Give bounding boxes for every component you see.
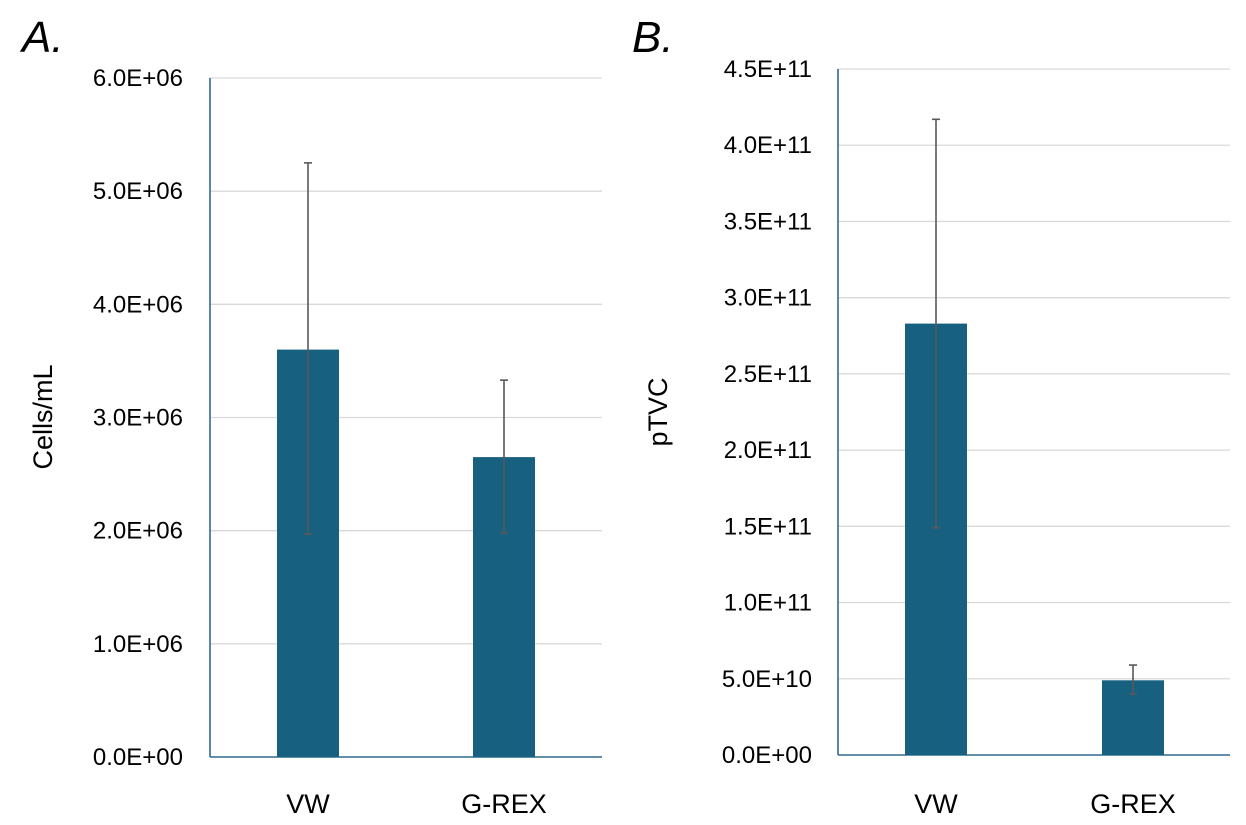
x-category-label: VW [914, 789, 958, 819]
y-tick-label: 1.0E+06 [93, 631, 183, 658]
y-tick-label: 5.0E+10 [722, 666, 812, 693]
y-tick-label: 1.0E+11 [724, 590, 812, 617]
panel-label: A. [19, 13, 64, 62]
y-tick-label: 4.0E+11 [724, 132, 812, 159]
y-tick-label: 2.0E+06 [93, 518, 183, 545]
panel-label: B. [632, 13, 674, 62]
y-tick-label: 5.0E+06 [93, 178, 183, 205]
y-axis-title: Cells/mL [28, 364, 58, 469]
y-tick-label: 3.5E+11 [724, 208, 812, 235]
y-tick-label: 0.0E+00 [722, 742, 812, 769]
y-tick-label: 1.5E+11 [724, 513, 812, 540]
y-tick-label: 3.0E+11 [724, 285, 812, 312]
y-tick-label: 4.5E+11 [724, 56, 812, 83]
y-tick-label: 4.0E+06 [93, 291, 183, 318]
x-category-label: G-REX [1090, 789, 1176, 819]
x-category-label: G-REX [461, 789, 547, 819]
y-tick-label: 2.0E+11 [724, 437, 812, 464]
x-category-label: VW [286, 789, 330, 819]
y-tick-label: 3.0E+06 [93, 405, 183, 432]
y-tick-label: 2.5E+11 [724, 361, 812, 388]
y-tick-label: 0.0E+00 [93, 744, 183, 771]
y-axis-title: pTVC [643, 377, 673, 446]
y-tick-label: 6.0E+06 [93, 65, 183, 92]
